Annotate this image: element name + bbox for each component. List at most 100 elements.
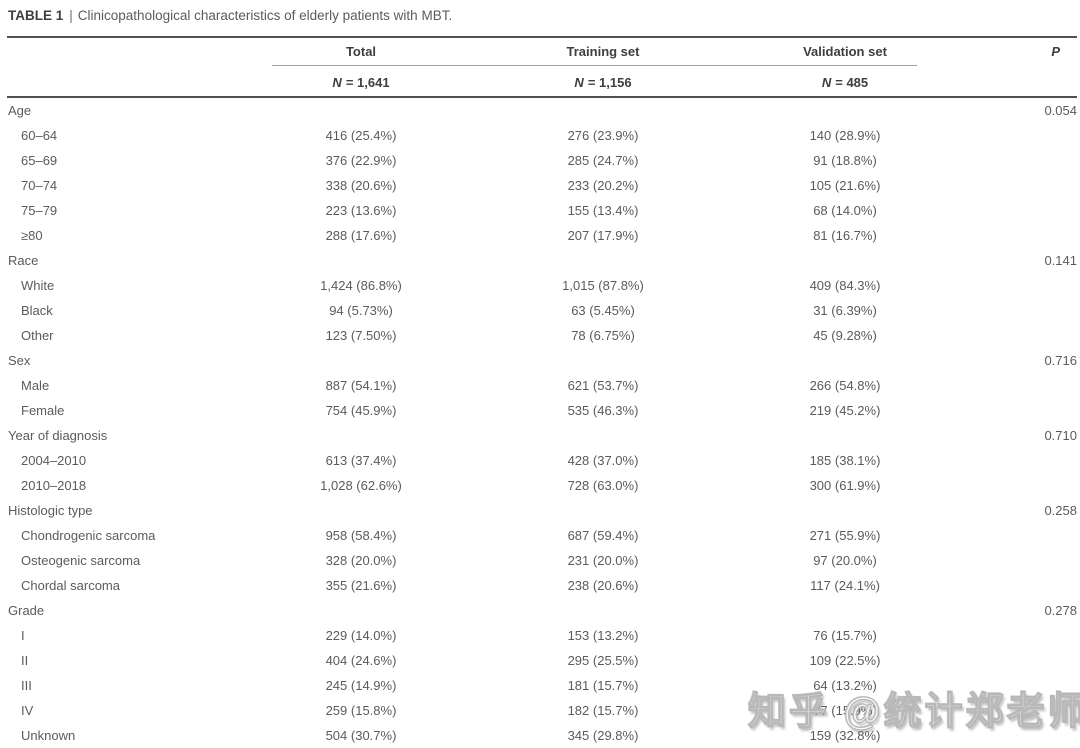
validation-cell: 64 (13.2%) — [813, 678, 877, 693]
training-cell: 233 (20.2%) — [567, 178, 639, 193]
training-cell: 687 (59.4%) — [567, 528, 639, 543]
row-label: Race — [8, 253, 39, 268]
validation-cell: 81 (16.7%) — [813, 228, 877, 243]
row-label: Male — [21, 378, 50, 393]
row-label: Age — [8, 103, 32, 118]
training-cell: 535 (46.3%) — [567, 403, 639, 418]
total-cell: 259 (15.8%) — [325, 703, 397, 718]
total-cell: 328 (20.0%) — [325, 553, 397, 568]
row-label: 65–69 — [21, 153, 58, 168]
row-label: 60–64 — [21, 128, 58, 143]
validation-cell: 300 (61.9%) — [809, 478, 881, 493]
caption-separator: | — [69, 8, 73, 23]
row-label: III — [21, 678, 32, 693]
total-cell: 404 (24.6%) — [325, 653, 397, 668]
table-row: IV 259 (15.8%) 182 (15.7%) 77 (15.9%) — [0, 698, 1080, 723]
table-row: Black 94 (5.73%) 63 (5.45%) 31 (6.39%) — [0, 298, 1080, 323]
n-total: N = 1,641 — [240, 66, 482, 100]
table-row: Chordal sarcoma 355 (21.6%) 238 (20.6%) … — [0, 573, 1080, 598]
row-label: 2010–2018 — [21, 478, 87, 493]
row-label: Chondrogenic sarcoma — [21, 528, 156, 543]
table-row: III 245 (14.9%) 181 (15.7%) 64 (13.2%) — [0, 673, 1080, 698]
p-value-cell: 0.258 — [1044, 503, 1077, 518]
training-cell: 155 (13.4%) — [567, 203, 639, 218]
training-cell: 181 (15.7%) — [567, 678, 639, 693]
table-row: Osteogenic sarcoma 328 (20.0%) 231 (20.0… — [0, 548, 1080, 573]
column-header-validation-set: Validation set — [803, 44, 887, 59]
row-label: Other — [21, 328, 54, 343]
table-row: 2010–2018 1,028 (62.6%) 728 (63.0%) 300 … — [0, 473, 1080, 498]
total-cell: 1,028 (62.6%) — [320, 478, 402, 493]
row-label: ≥80 — [21, 228, 43, 243]
validation-cell: 159 (32.8%) — [809, 728, 881, 743]
table-row: Female 754 (45.9%) 535 (46.3%) 219 (45.2… — [0, 398, 1080, 423]
training-cell: 285 (24.7%) — [567, 153, 639, 168]
table-row: II 404 (24.6%) 295 (25.5%) 109 (22.5%) — [0, 648, 1080, 673]
validation-cell: 77 (15.9%) — [813, 703, 877, 718]
total-cell: 613 (37.4%) — [325, 453, 397, 468]
validation-cell: 271 (55.9%) — [809, 528, 881, 543]
total-cell: 245 (14.9%) — [325, 678, 397, 693]
table-row: Chondrogenic sarcoma 958 (58.4%) 687 (59… — [0, 523, 1080, 548]
p-value-cell: 0.716 — [1044, 353, 1077, 368]
n-training: N = 1,156 — [482, 66, 724, 100]
table-row: Race 0.141 — [0, 248, 1080, 273]
n-symbol: N — [574, 75, 584, 90]
validation-cell: 105 (21.6%) — [809, 178, 881, 193]
table-caption: TABLE 1 | Clinicopathological characterist… — [0, 0, 1080, 36]
validation-cell: 185 (38.1%) — [809, 453, 881, 468]
row-label: IV — [21, 703, 34, 718]
training-cell: 621 (53.7%) — [567, 378, 639, 393]
training-cell: 1,015 (87.8%) — [562, 278, 644, 293]
training-cell: 238 (20.6%) — [567, 578, 639, 593]
total-cell: 958 (58.4%) — [325, 528, 397, 543]
table-row: 65–69 376 (22.9%) 285 (24.7%) 91 (18.8%) — [0, 148, 1080, 173]
row-label: Sex — [8, 353, 31, 368]
total-cell: 229 (14.0%) — [325, 628, 397, 643]
total-cell: 754 (45.9%) — [325, 403, 397, 418]
table-row: Histologic type 0.258 — [0, 498, 1080, 523]
group-header-underline — [272, 65, 917, 66]
table-row: Unknown 504 (30.7%) 345 (29.8%) 159 (32.… — [0, 723, 1080, 748]
table-row: 70–74 338 (20.6%) 233 (20.2%) 105 (21.6%… — [0, 173, 1080, 198]
total-cell: 887 (54.1%) — [325, 378, 397, 393]
validation-cell: 219 (45.2%) — [809, 403, 881, 418]
total-cell: 504 (30.7%) — [325, 728, 397, 743]
n-value: = 1,156 — [587, 75, 632, 90]
validation-cell: 76 (15.7%) — [813, 628, 877, 643]
total-cell: 94 (5.73%) — [329, 303, 393, 318]
validation-cell: 68 (14.0%) — [813, 203, 877, 218]
table-row: 2004–2010 613 (37.4%) 428 (37.0%) 185 (3… — [0, 448, 1080, 473]
n-validation: N = 485 — [724, 66, 966, 100]
table-row: Sex 0.716 — [0, 348, 1080, 373]
column-header-total: Total — [345, 44, 377, 59]
n-value: = 1,641 — [345, 75, 390, 90]
table-row: I 229 (14.0%) 153 (13.2%) 76 (15.7%) — [0, 623, 1080, 648]
row-label: Grade — [8, 603, 45, 618]
row-label: 70–74 — [21, 178, 58, 193]
total-cell: 416 (25.4%) — [325, 128, 397, 143]
validation-cell: 45 (9.28%) — [813, 328, 877, 343]
row-label: White — [21, 278, 55, 293]
training-cell: 153 (13.2%) — [567, 628, 639, 643]
table-row: Other 123 (7.50%) 78 (6.75%) 45 (9.28%) — [0, 323, 1080, 348]
row-label: 75–79 — [21, 203, 58, 218]
training-cell: 182 (15.7%) — [567, 703, 639, 718]
total-cell: 355 (21.6%) — [325, 578, 397, 593]
row-label: Black — [21, 303, 53, 318]
table-row: White 1,424 (86.8%) 1,015 (87.8%) 409 (8… — [0, 273, 1080, 298]
p-value-cell: 0.141 — [1044, 253, 1077, 268]
training-cell: 428 (37.0%) — [567, 453, 639, 468]
table-row: 75–79 223 (13.6%) 155 (13.4%) 68 (14.0%) — [0, 198, 1080, 223]
total-cell: 1,424 (86.8%) — [320, 278, 402, 293]
top-rule — [7, 36, 1077, 38]
row-label: Year of diagnosis — [8, 428, 108, 443]
validation-cell: 409 (84.3%) — [809, 278, 881, 293]
row-label: Chordal sarcoma — [21, 578, 120, 593]
table-row: 60–64 416 (25.4%) 276 (23.9%) 140 (28.9%… — [0, 123, 1080, 148]
total-cell: 338 (20.6%) — [325, 178, 397, 193]
total-cell: 288 (17.6%) — [325, 228, 397, 243]
validation-cell: 109 (22.5%) — [809, 653, 881, 668]
total-cell: 376 (22.9%) — [325, 153, 397, 168]
caption-text: Clinicopathological characteristics of e… — [77, 8, 453, 23]
